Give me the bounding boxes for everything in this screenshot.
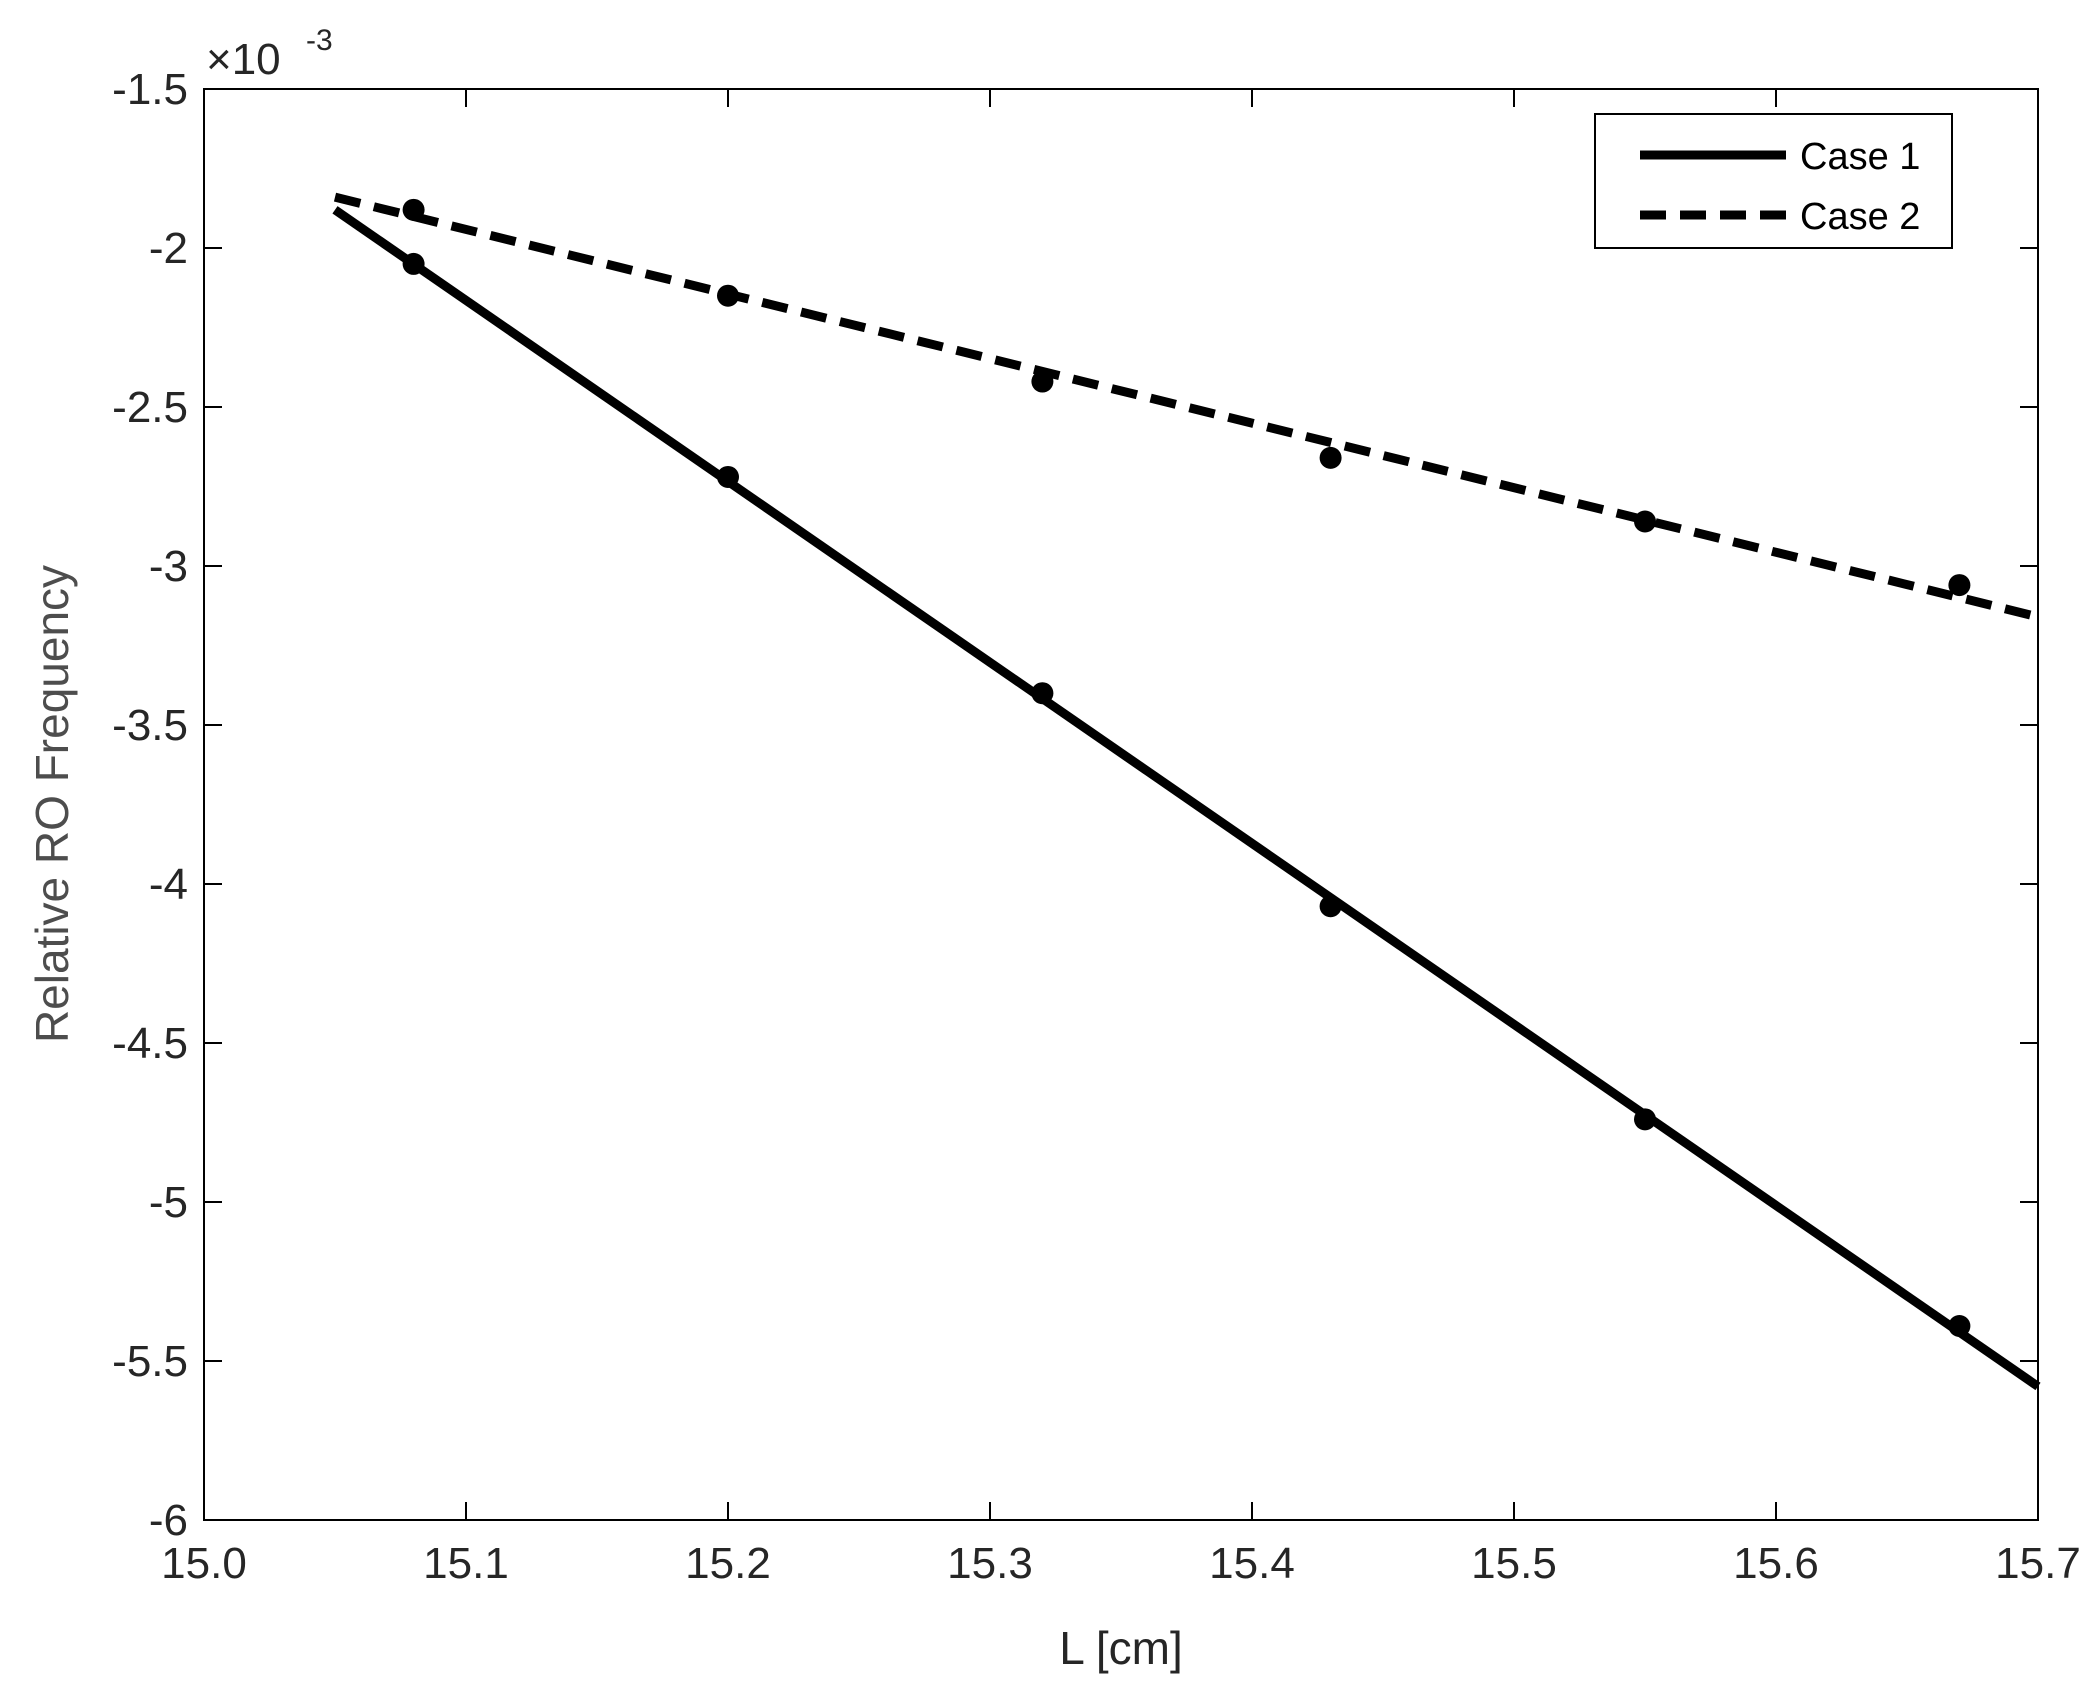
x-tick-label: 15.3 (947, 1539, 1033, 1588)
legend-box (1594, 113, 1953, 249)
y-tick-label: -6 (149, 1496, 188, 1545)
data-point-case-1 (1634, 1108, 1656, 1131)
x-tick-label: 15.0 (161, 1539, 247, 1588)
axis-ticks: 15.0 15.1 15.2 15.3 15.4 15.5 15.6 15.7 -6 -5.5 -5… (112, 65, 2081, 1588)
plot-area-frame (203, 88, 2039, 1521)
y-tick-label: -4 (149, 860, 188, 909)
y-exponent-power: -3 (306, 24, 333, 57)
data-point-case-1 (1948, 1315, 1971, 1338)
y-tick-label: -5 (149, 1178, 188, 1227)
y-axis-label: Relative RO Frequency (26, 565, 78, 1043)
data-point-case-2 (402, 198, 425, 221)
x-tick-label: 15.2 (685, 1539, 771, 1588)
x-axis-label: L [cm] (1059, 1622, 1183, 1674)
y-tick-label: -3.5 (112, 701, 188, 750)
legend-label-case-2: Case 2 (1800, 196, 1920, 238)
x-tick-label: 15.1 (423, 1539, 509, 1588)
y-tick-label: -2 (149, 224, 188, 273)
data-point-case-2 (1031, 370, 1054, 393)
y-tick-label: -1.5 (112, 65, 188, 114)
legend-label-case-1: Case 1 (1800, 136, 1920, 178)
series-line-case-1 (332, 206, 2041, 1391)
y-exponent-base: ×10 (206, 35, 281, 84)
data-point-case-1 (717, 465, 739, 488)
y-tick-label: -2.5 (112, 383, 188, 432)
data-point-case-1 (1031, 682, 1054, 705)
data-point-case-2 (717, 284, 739, 307)
data-point-case-1 (402, 252, 425, 275)
x-tick-label: 15.5 (1471, 1539, 1557, 1588)
x-tick-label: 15.6 (1733, 1539, 1819, 1588)
y-tick-label: -4.5 (112, 1019, 188, 1068)
y-tick-label: -5.5 (112, 1337, 188, 1386)
data-point-case-2 (1948, 574, 1971, 597)
legend: Case 1 Case 2 (1594, 113, 1953, 249)
series-line-case-2 (333, 192, 2040, 622)
x-tick-label: 15.4 (1209, 1539, 1295, 1588)
data-point-case-1 (1319, 895, 1342, 918)
y-tick-label: -3 (149, 542, 188, 591)
data-point-case-2 (1634, 510, 1656, 533)
data-point-case-2 (1319, 446, 1342, 469)
x-tick-label: 15.7 (1995, 1539, 2081, 1588)
plot-layer (332, 192, 2041, 1391)
